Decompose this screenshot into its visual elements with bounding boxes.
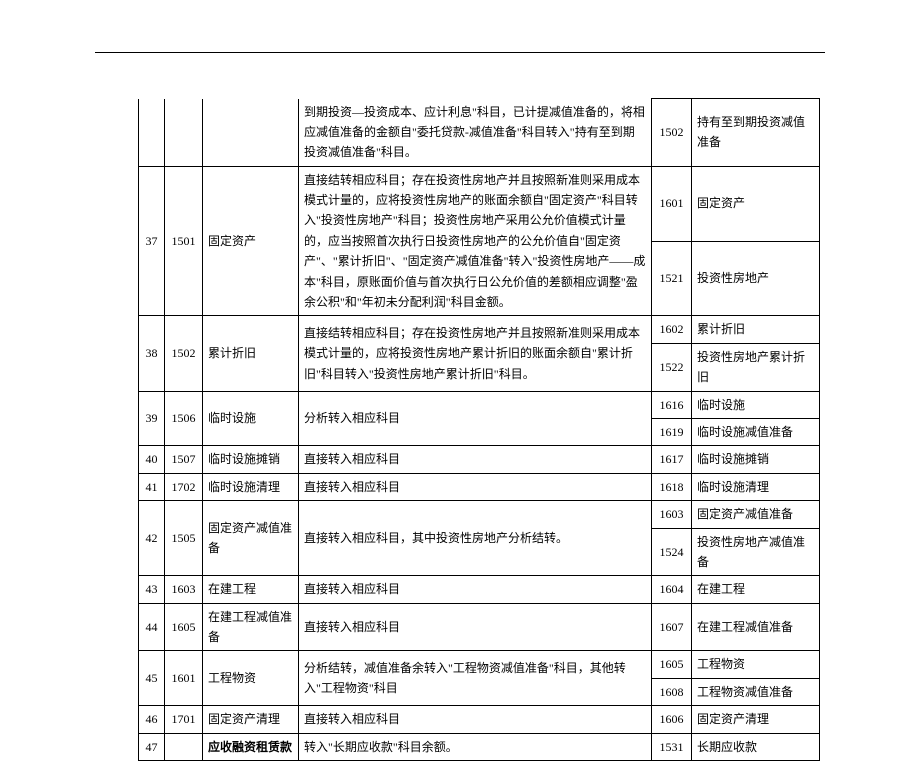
old-account-code: 1505 [165, 501, 203, 576]
transfer-description: 分析结转，减值准备余转入"工程物资减值准备"科目，其他转入"工程物资"科目 [299, 651, 652, 706]
table-row: 441605在建工程减值准备直接转入相应科目1607在建工程减值准备 [139, 603, 820, 651]
new-account-code: 1522 [652, 343, 692, 391]
table-row: 411702临时设施清理直接转入相应科目1618临时设施清理 [139, 473, 820, 500]
row-index: 44 [139, 603, 165, 651]
account-mapping-table: 到期投资—投资成本、应计利息"科目，已计提减值准备的，将相应减值准备的金额自"委… [138, 98, 820, 761]
old-account-name: 固定资产清理 [203, 706, 299, 733]
row-index: 39 [139, 391, 165, 446]
new-account-name: 投资性房地产减值准备 [692, 528, 820, 576]
new-account-code: 1603 [652, 501, 692, 528]
new-account-name: 累计折旧 [692, 316, 820, 343]
new-account-name: 在建工程 [692, 576, 820, 603]
new-account-name: 临时设施摊销 [692, 446, 820, 473]
table-row: 461701固定资产清理直接转入相应科目1606固定资产清理 [139, 706, 820, 733]
old-account-code [165, 99, 203, 167]
old-account-name: 工程物资 [203, 651, 299, 706]
new-account-code: 1521 [652, 241, 692, 316]
new-account-code: 1602 [652, 316, 692, 343]
new-account-name: 临时设施 [692, 391, 820, 418]
old-account-name: 累计折旧 [203, 316, 299, 391]
transfer-description: 直接转入相应科目，其中投资性房地产分析结转。 [299, 501, 652, 576]
row-index: 45 [139, 651, 165, 706]
old-account-name: 固定资产 [203, 166, 299, 316]
table-row: 431603在建工程直接转入相应科目1604在建工程 [139, 576, 820, 603]
header-rule [95, 52, 825, 53]
table-row: 421505固定资产减值准备直接转入相应科目，其中投资性房地产分析结转。1603… [139, 501, 820, 528]
old-account-name: 临时设施 [203, 391, 299, 446]
row-index: 47 [139, 733, 165, 760]
row-index [139, 99, 165, 167]
old-account-name: 临时设施摊销 [203, 446, 299, 473]
new-account-code: 1524 [652, 528, 692, 576]
new-account-name: 工程物资减值准备 [692, 678, 820, 705]
new-account-name: 固定资产减值准备 [692, 501, 820, 528]
old-account-name: 在建工程 [203, 576, 299, 603]
transfer-description: 直接结转相应科目；存在投资性房地产并且按照新准则采用成本模式计量的，应将投资性房… [299, 166, 652, 316]
new-account-code: 1531 [652, 733, 692, 760]
table-row: 391506临时设施分析转入相应科目1616临时设施 [139, 391, 820, 418]
new-account-name: 固定资产 [692, 166, 820, 241]
table-container: 到期投资—投资成本、应计利息"科目，已计提减值准备的，将相应减值准备的金额自"委… [138, 98, 820, 761]
row-index: 46 [139, 706, 165, 733]
old-account-name: 在建工程减值准备 [203, 603, 299, 651]
transfer-description: 转入"长期应收款"科目余额。 [299, 733, 652, 760]
document-page: 到期投资—投资成本、应计利息"科目，已计提减值准备的，将相应减值准备的金额自"委… [0, 0, 920, 651]
row-index: 43 [139, 576, 165, 603]
new-account-code: 1616 [652, 391, 692, 418]
new-account-name: 工程物资 [692, 651, 820, 678]
row-index: 40 [139, 446, 165, 473]
new-account-name: 在建工程减值准备 [692, 603, 820, 651]
old-account-code: 1702 [165, 473, 203, 500]
old-account-code: 1605 [165, 603, 203, 651]
old-account-name: 应收融资租赁款 [203, 733, 299, 760]
new-account-name: 临时设施清理 [692, 473, 820, 500]
old-account-code: 1507 [165, 446, 203, 473]
old-account-code: 1506 [165, 391, 203, 446]
new-account-code: 1502 [652, 99, 692, 167]
old-account-name: 临时设施清理 [203, 473, 299, 500]
transfer-description: 直接转入相应科目 [299, 706, 652, 733]
transfer-description: 分析转入相应科目 [299, 391, 652, 446]
transfer-description: 直接转入相应科目 [299, 576, 652, 603]
table-row: 401507临时设施摊销直接转入相应科目1617临时设施摊销 [139, 446, 820, 473]
new-account-code: 1618 [652, 473, 692, 500]
transfer-description: 到期投资—投资成本、应计利息"科目，已计提减值准备的，将相应减值准备的金额自"委… [299, 99, 652, 167]
new-account-code: 1607 [652, 603, 692, 651]
transfer-description: 直接转入相应科目 [299, 473, 652, 500]
old-account-code: 1502 [165, 316, 203, 391]
new-account-name: 投资性房地产累计折旧 [692, 343, 820, 391]
table-row: 47 应收融资租赁款转入"长期应收款"科目余额。1531长期应收款 [139, 733, 820, 760]
new-account-name: 持有至到期投资减值准备 [692, 99, 820, 167]
row-index: 38 [139, 316, 165, 391]
table-row: 到期投资—投资成本、应计利息"科目，已计提减值准备的，将相应减值准备的金额自"委… [139, 99, 820, 167]
old-account-name [203, 99, 299, 167]
transfer-description: 直接结转相应科目；存在投资性房地产并且按照新准则采用成本模式计量的，应将投资性房… [299, 316, 652, 391]
old-account-code: 1501 [165, 166, 203, 316]
new-account-name: 固定资产清理 [692, 706, 820, 733]
old-account-code [165, 733, 203, 760]
row-index: 41 [139, 473, 165, 500]
new-account-code: 1617 [652, 446, 692, 473]
new-account-code: 1605 [652, 651, 692, 678]
new-account-code: 1606 [652, 706, 692, 733]
new-account-code: 1601 [652, 166, 692, 241]
new-account-name: 长期应收款 [692, 733, 820, 760]
table-row: 371501固定资产直接结转相应科目；存在投资性房地产并且按照新准则采用成本模式… [139, 166, 820, 241]
new-account-code: 1604 [652, 576, 692, 603]
new-account-code: 1619 [652, 418, 692, 445]
old-account-code: 1601 [165, 651, 203, 706]
table-row: 451601工程物资分析结转，减值准备余转入"工程物资减值准备"科目，其他转入"… [139, 651, 820, 678]
old-account-code: 1603 [165, 576, 203, 603]
old-account-code: 1701 [165, 706, 203, 733]
row-index: 37 [139, 166, 165, 316]
new-account-name: 临时设施减值准备 [692, 418, 820, 445]
new-account-code: 1608 [652, 678, 692, 705]
transfer-description: 直接转入相应科目 [299, 446, 652, 473]
table-row: 381502累计折旧直接结转相应科目；存在投资性房地产并且按照新准则采用成本模式… [139, 316, 820, 343]
old-account-name: 固定资产减值准备 [203, 501, 299, 576]
new-account-name: 投资性房地产 [692, 241, 820, 316]
transfer-description: 直接转入相应科目 [299, 603, 652, 651]
row-index: 42 [139, 501, 165, 576]
